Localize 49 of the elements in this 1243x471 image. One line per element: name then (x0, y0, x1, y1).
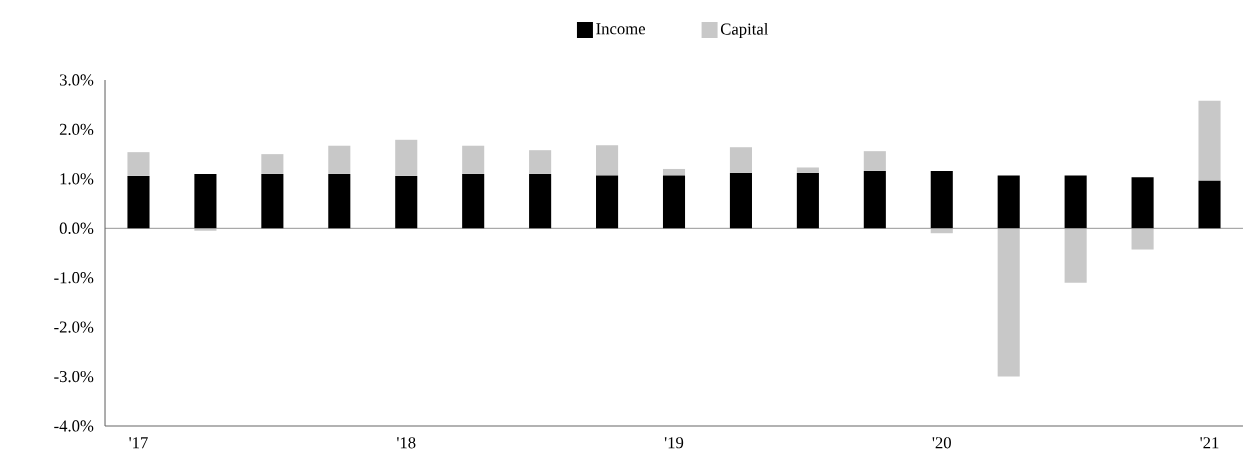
bar (194, 173, 217, 229)
bar (930, 170, 953, 229)
y-tick-label: -2.0% (54, 321, 94, 333)
bar (328, 145, 351, 174)
y-tick-label: 2.0% (59, 123, 94, 136)
bar (194, 228, 217, 231)
bar (997, 175, 1020, 229)
bar (1198, 100, 1221, 181)
bar (1064, 175, 1087, 229)
x-tick-label: '17 (129, 437, 148, 449)
bar (930, 228, 953, 234)
bar (328, 173, 351, 229)
bar (529, 173, 552, 229)
bar (462, 145, 485, 174)
bar (662, 175, 686, 229)
bar (596, 145, 619, 176)
bar (529, 150, 552, 174)
bar (1131, 228, 1154, 250)
bar (796, 172, 819, 229)
y-tick-label: -3.0% (54, 370, 94, 383)
y-tick-label: 3.0% (59, 74, 94, 86)
bar (1131, 177, 1154, 229)
bar (462, 173, 485, 229)
bar (729, 147, 752, 173)
bar (796, 167, 819, 173)
bar (729, 172, 752, 229)
bar (596, 175, 619, 229)
x-tick-label: '19 (664, 437, 684, 449)
y-tick-label: -1.0% (54, 272, 94, 284)
bar (261, 173, 284, 229)
bar (1198, 180, 1221, 229)
x-tick-label: '18 (397, 437, 416, 449)
y-tick-label: 1.0% (60, 173, 94, 185)
x-tick-label: '20 (932, 437, 951, 449)
bar (261, 154, 284, 174)
x-tick-label: '21 (1200, 437, 1219, 449)
legend-label: Income (596, 23, 646, 35)
bar (863, 170, 886, 229)
bar (1064, 228, 1087, 283)
bar (863, 151, 886, 171)
bar (395, 139, 418, 176)
bar (127, 175, 150, 229)
y-tick-label: -4.0% (54, 420, 94, 432)
bar (395, 175, 418, 229)
legend-label: Capital (720, 22, 769, 39)
bar (997, 228, 1020, 377)
bar (127, 152, 150, 176)
bar (662, 168, 686, 176)
y-tick-label: 0.0% (59, 222, 94, 234)
